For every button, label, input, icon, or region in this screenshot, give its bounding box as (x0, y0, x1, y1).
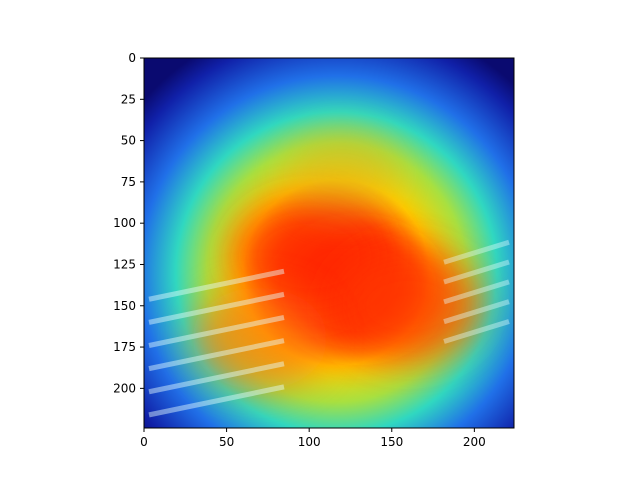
x-axis: 0 50 100 150 200 (140, 428, 486, 449)
x-tick-label: 50 (219, 435, 234, 449)
y-axis: 0 25 50 75 100 125 150 175 200 (113, 51, 144, 395)
image-stripe (443, 299, 510, 325)
y-tick-label: 175 (113, 340, 136, 354)
image-stripe (148, 315, 285, 348)
plot-area (144, 58, 514, 428)
image-stripe (443, 319, 510, 344)
y-tick-label: 150 (113, 299, 136, 313)
y-tick-label: 50 (121, 134, 136, 148)
image-stripe (443, 279, 510, 305)
y-tick-label: 200 (113, 381, 136, 395)
heatmap-hotspot (334, 250, 483, 362)
image-stripe (148, 338, 285, 372)
image-stripe (148, 291, 285, 325)
y-tick-label: 75 (121, 175, 136, 189)
image-stripe (148, 361, 285, 395)
x-tick-label: 150 (380, 435, 403, 449)
heatmap-hotspot (286, 131, 399, 216)
y-tick-label: 100 (113, 216, 136, 230)
heatmap-hotspot (191, 287, 328, 390)
image-stripe (148, 384, 285, 418)
image-stripe (443, 239, 510, 265)
plot-frame (143, 57, 515, 429)
y-tick-label: 125 (113, 257, 136, 271)
image-stripe (148, 268, 285, 302)
x-tick-label: 200 (463, 435, 486, 449)
y-tick-label: 25 (121, 92, 136, 106)
x-tick-label: 100 (298, 435, 321, 449)
x-tick-label: 0 (140, 435, 148, 449)
image-stripe (443, 259, 510, 285)
y-tick-label: 0 (128, 51, 136, 65)
